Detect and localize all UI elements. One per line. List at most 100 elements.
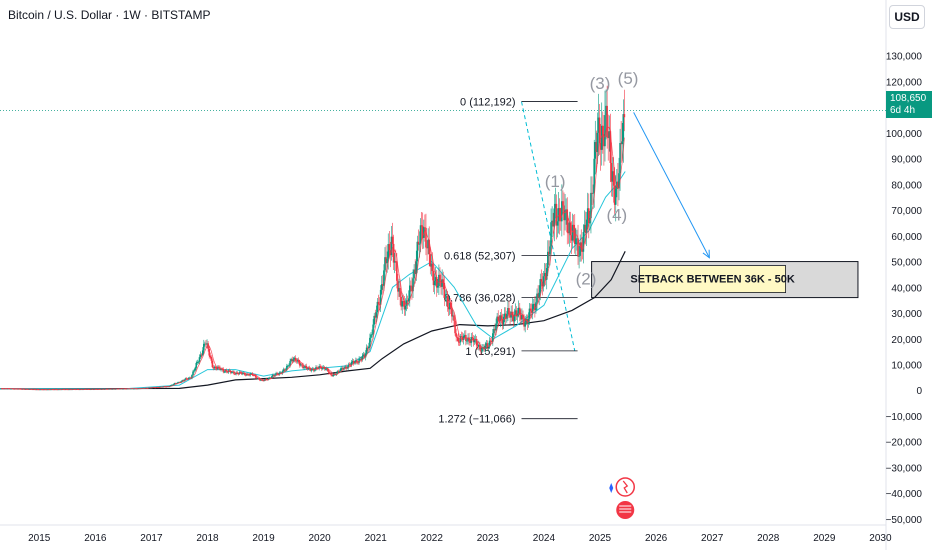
candle-body [380, 284, 383, 290]
candle-body [35, 389, 38, 391]
candle-body [576, 238, 578, 240]
candle-body [553, 208, 556, 227]
y-tick-label: 100,000 [886, 129, 923, 140]
candle-body [495, 323, 497, 331]
candle-body [201, 350, 204, 356]
candle-body [550, 222, 552, 247]
candle-body [610, 162, 613, 182]
candle-body [378, 304, 381, 306]
y-tick-label: 130,000 [886, 52, 923, 63]
candle-body [0, 388, 2, 390]
candle-body [412, 278, 414, 292]
candle-body [305, 365, 308, 369]
candle-body [290, 359, 292, 362]
x-tick-label: 2029 [813, 533, 836, 544]
elliott-wave-label: (4) [606, 205, 627, 224]
y-tick-label: −30,000 [886, 463, 923, 474]
candle-body [252, 375, 255, 376]
candle-body [571, 224, 574, 241]
candle-body [260, 379, 262, 381]
candle-body [371, 334, 373, 336]
candle-body [55, 389, 57, 391]
candle-body [315, 367, 317, 370]
candle-body [421, 226, 424, 238]
candle-body [363, 354, 366, 358]
candle-body [279, 372, 282, 374]
candle-body [428, 239, 430, 255]
fib-level-label: 0 (112,192) [460, 97, 515, 109]
candle-body [261, 379, 263, 381]
candle-body [429, 254, 432, 267]
candle-body [393, 261, 396, 263]
candle-body [402, 300, 405, 302]
candle-body [170, 384, 173, 386]
symbol-title[interactable]: Bitcoin / U.S. Dollar · 1W · BITSTAMP [8, 8, 211, 22]
candle-body [616, 181, 618, 189]
candle-body [187, 377, 190, 380]
candle-body [456, 336, 459, 338]
candle-body [31, 389, 34, 391]
candle-body [585, 219, 588, 233]
candle-body [473, 339, 476, 343]
candle-body [182, 380, 185, 382]
candle-body [250, 373, 253, 375]
y-tick-label: 0 [916, 386, 922, 397]
candle-body [417, 241, 420, 245]
last-price-tag: 108,650 6d 4h [886, 91, 932, 118]
candle-body [547, 251, 549, 269]
candle-body [386, 258, 388, 264]
candle-body [204, 343, 206, 345]
elliott-wave-label: (1) [545, 172, 566, 191]
candle-body [444, 297, 447, 299]
candle-body [375, 312, 378, 318]
candle-body [9, 388, 12, 390]
candle-body [20, 388, 23, 390]
candle-body [347, 364, 350, 368]
candle-body [355, 360, 357, 363]
candle-body [507, 308, 509, 315]
candle-body [245, 374, 247, 376]
candle-body [506, 314, 508, 319]
candle-body [439, 274, 441, 281]
candle-body [475, 338, 478, 346]
candle-body [557, 208, 560, 222]
candle-body [297, 359, 300, 363]
candle-body [455, 333, 457, 337]
candle-body [580, 242, 583, 249]
candle-body [584, 224, 587, 233]
candle-body [196, 362, 199, 363]
candle-body [384, 257, 386, 271]
candle-body [338, 371, 341, 372]
currency-button[interactable]: USD [889, 5, 925, 29]
candle-body [181, 380, 184, 382]
x-tick-label: 2019 [252, 533, 275, 544]
candle-body [404, 305, 407, 310]
candle-body [19, 388, 22, 390]
candle-body [13, 388, 15, 390]
fib-level-label: 1.272 (−11,066) [438, 414, 515, 426]
candle-body [93, 389, 95, 391]
candle-body [620, 143, 622, 145]
candle-body [443, 282, 446, 298]
candle-body [618, 173, 620, 189]
candle-body [607, 137, 610, 139]
candle-body [8, 388, 11, 390]
candle-body [410, 285, 412, 287]
candle-body [469, 341, 471, 343]
candle-body [534, 303, 536, 311]
candle-body [542, 276, 545, 287]
candle-body [579, 242, 581, 256]
candle-body [604, 115, 606, 147]
y-tick-label: 60,000 [891, 232, 922, 243]
candle-body [578, 255, 580, 257]
candle-body [438, 274, 440, 287]
candle-body [385, 257, 387, 264]
candle-body [235, 372, 237, 374]
candle-body [440, 280, 442, 287]
candle-body [575, 238, 577, 245]
candle-body [388, 244, 391, 251]
elliott-wave-label: (2) [576, 270, 597, 289]
candle-body [234, 373, 236, 375]
candle-body [496, 316, 498, 324]
